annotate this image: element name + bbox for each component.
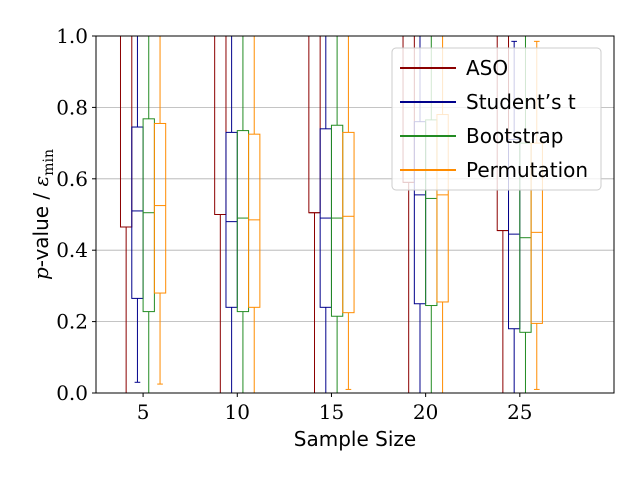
legend-label: Permutation [466, 158, 588, 182]
y-tick-label: 0.6 [56, 167, 88, 191]
box-iqr [225, 131, 238, 308]
box-iqr [342, 131, 355, 314]
box-bootstrap-10 [236, 35, 250, 394]
box-bootstrap-5 [142, 35, 155, 394]
x-tick-label: 15 [319, 400, 344, 424]
legend-frame [391, 47, 602, 191]
y-axis-label: p-value / εmin [29, 149, 57, 280]
legend-label: Student’s t [466, 90, 576, 114]
box-iqr [308, 35, 321, 214]
legend-label: ASO [466, 56, 508, 80]
x-axis-label: Sample Size [294, 427, 416, 451]
x-tick-label: 20 [413, 400, 438, 424]
box-aso-15 [308, 35, 321, 394]
box-student-s-t-15 [319, 35, 332, 394]
x-tick-label: 10 [225, 400, 250, 424]
box-permutation-10 [248, 35, 261, 394]
box-aso-5 [119, 35, 133, 394]
box-student-s-t-5 [131, 35, 144, 383]
y-tick-label: 0.8 [56, 95, 88, 119]
ticks-layer: 0.0 0.2 0.4 0.6 0.8 1.0 5 10 15 20 25 [56, 24, 532, 424]
x-tick-label: 5 [137, 400, 150, 424]
box-iqr [330, 124, 344, 317]
box-permutation-15 [342, 35, 355, 390]
y-axis-label-subscript: min [41, 149, 57, 176]
y-axis-label-text: -value / [29, 186, 53, 267]
y-tick-label: 0.4 [56, 238, 88, 262]
legend-label: Bootstrap [466, 124, 563, 148]
legend: ASO Student’s t Bootstrap Permutation [391, 47, 602, 191]
box-bootstrap-15 [330, 35, 344, 394]
y-axis-label-p: p [29, 267, 53, 280]
y-tick-label: 0.2 [56, 310, 88, 334]
y-tick-label: 1.0 [56, 24, 88, 48]
box-iqr [119, 35, 133, 228]
box-iqr [248, 133, 261, 308]
box-iqr [214, 35, 227, 215]
box-iqr [153, 122, 167, 294]
x-tick-label: 25 [507, 400, 532, 424]
y-axis-label-epsilon: ε [29, 176, 53, 187]
box-permutation-5 [153, 35, 167, 385]
box-student-s-t-10 [225, 35, 238, 394]
box-aso-10 [214, 35, 227, 394]
y-tick-label: 0.0 [56, 381, 88, 405]
box-iqr [236, 130, 250, 313]
plot-frame [95, 35, 615, 394]
box-iqr [142, 118, 155, 313]
box-iqr [131, 126, 144, 299]
